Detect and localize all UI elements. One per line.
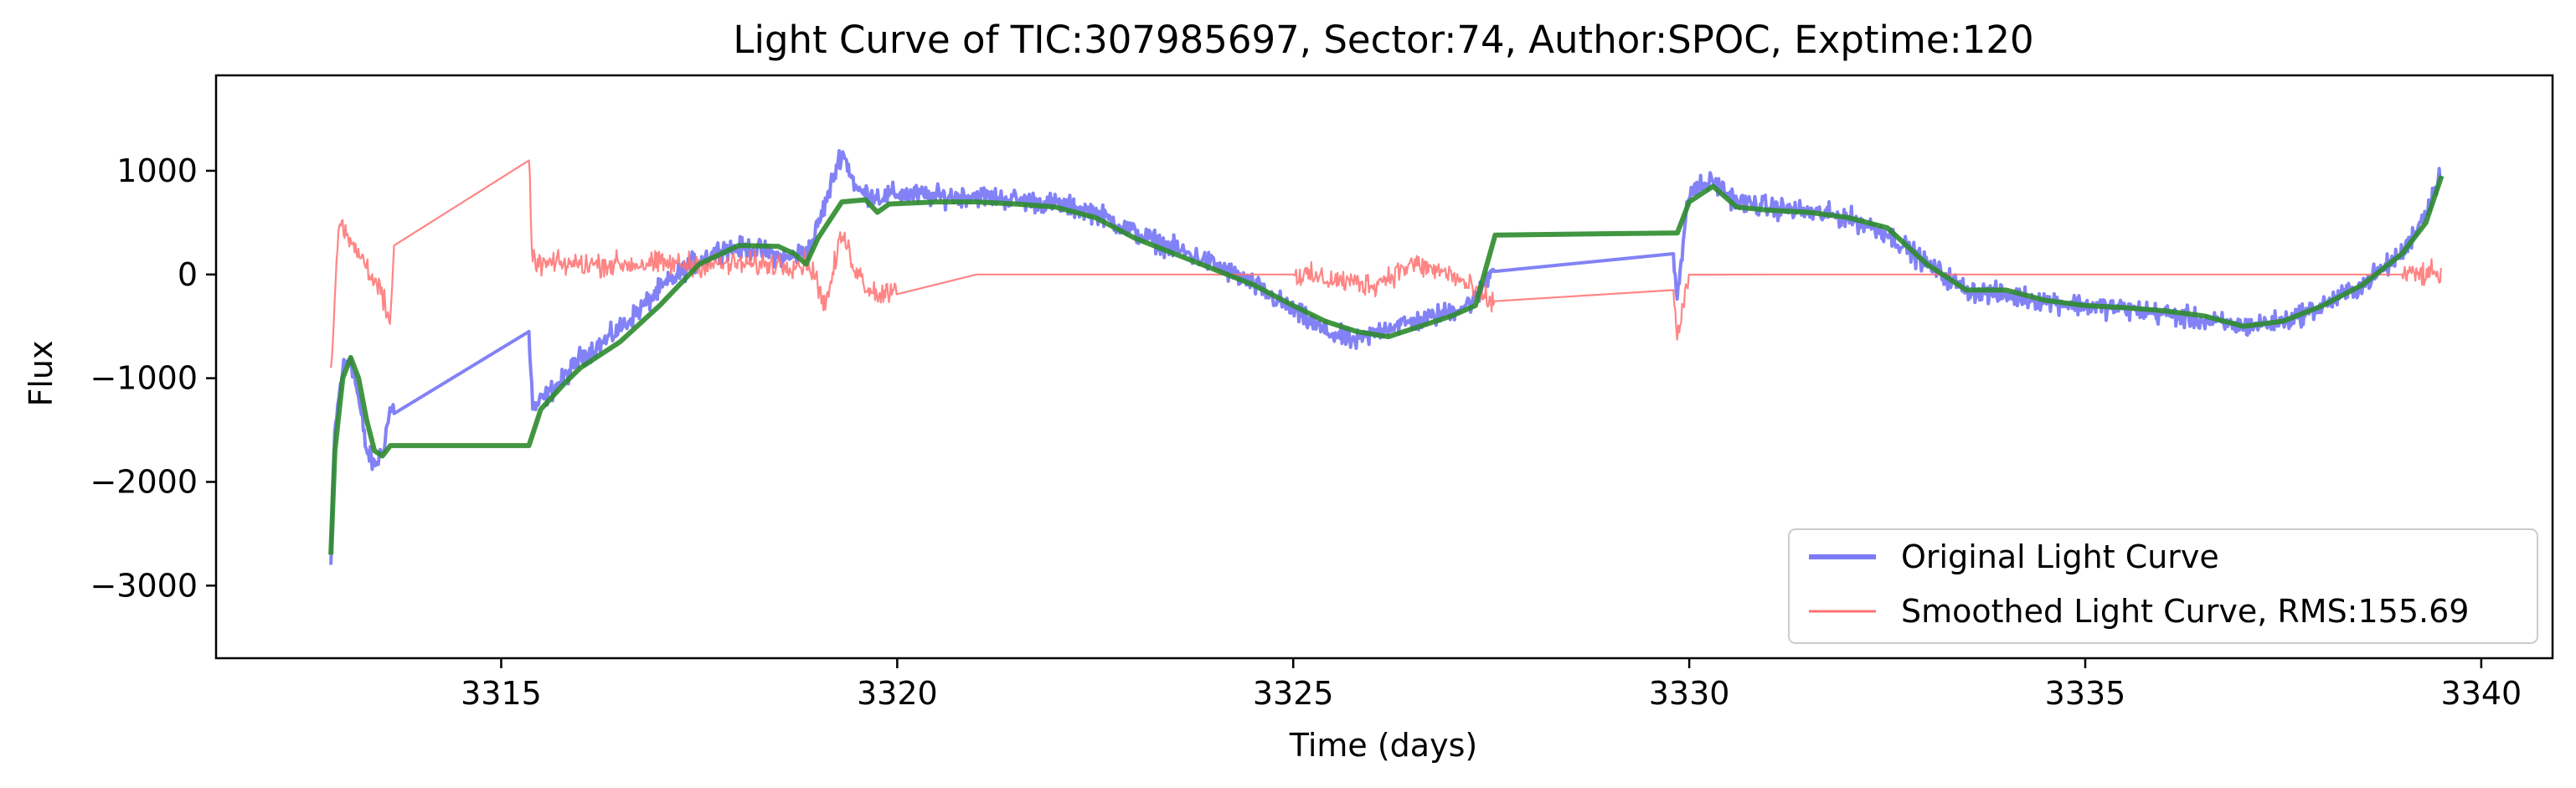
x-tick-label: 3325 xyxy=(1253,675,1334,712)
x-tick-label: 3335 xyxy=(2045,675,2126,712)
legend-box xyxy=(1788,528,2538,644)
x-tick-label: 3320 xyxy=(857,675,938,712)
y-axis: 1000 0 −1000 −2000 −3000 xyxy=(90,152,216,604)
y-tick-label: 0 xyxy=(178,256,198,293)
chart-title: Light Curve of TIC:307985697, Sector:74,… xyxy=(733,18,2033,62)
legend: Original Light Curve Smoothed Light Curv… xyxy=(1788,528,2538,644)
series-line-smoothed xyxy=(330,159,2442,368)
legend-label-original: Original Light Curve xyxy=(1901,538,2219,575)
y-tick-label: −1000 xyxy=(90,360,198,397)
y-axis-label: Flux xyxy=(23,341,59,407)
plot-area xyxy=(328,149,2445,565)
series-line-trend xyxy=(328,175,2445,555)
x-tick-label: 3330 xyxy=(1649,675,1730,712)
plot-frame xyxy=(214,74,2554,660)
x-tick-label: 3315 xyxy=(461,675,542,712)
series-layer xyxy=(328,149,2445,565)
x-axis-label: Time (days) xyxy=(1289,727,1477,764)
legend-label-smoothed: Smoothed Light Curve, RMS:155.69 xyxy=(1901,593,2469,630)
x-axis: 3315 3320 3325 3330 3335 3340 xyxy=(461,658,2522,712)
y-tick-label: −3000 xyxy=(90,567,198,604)
x-tick-label: 3340 xyxy=(2441,675,2522,712)
y-tick-label: 1000 xyxy=(116,152,198,189)
y-tick-label: −2000 xyxy=(90,463,198,500)
